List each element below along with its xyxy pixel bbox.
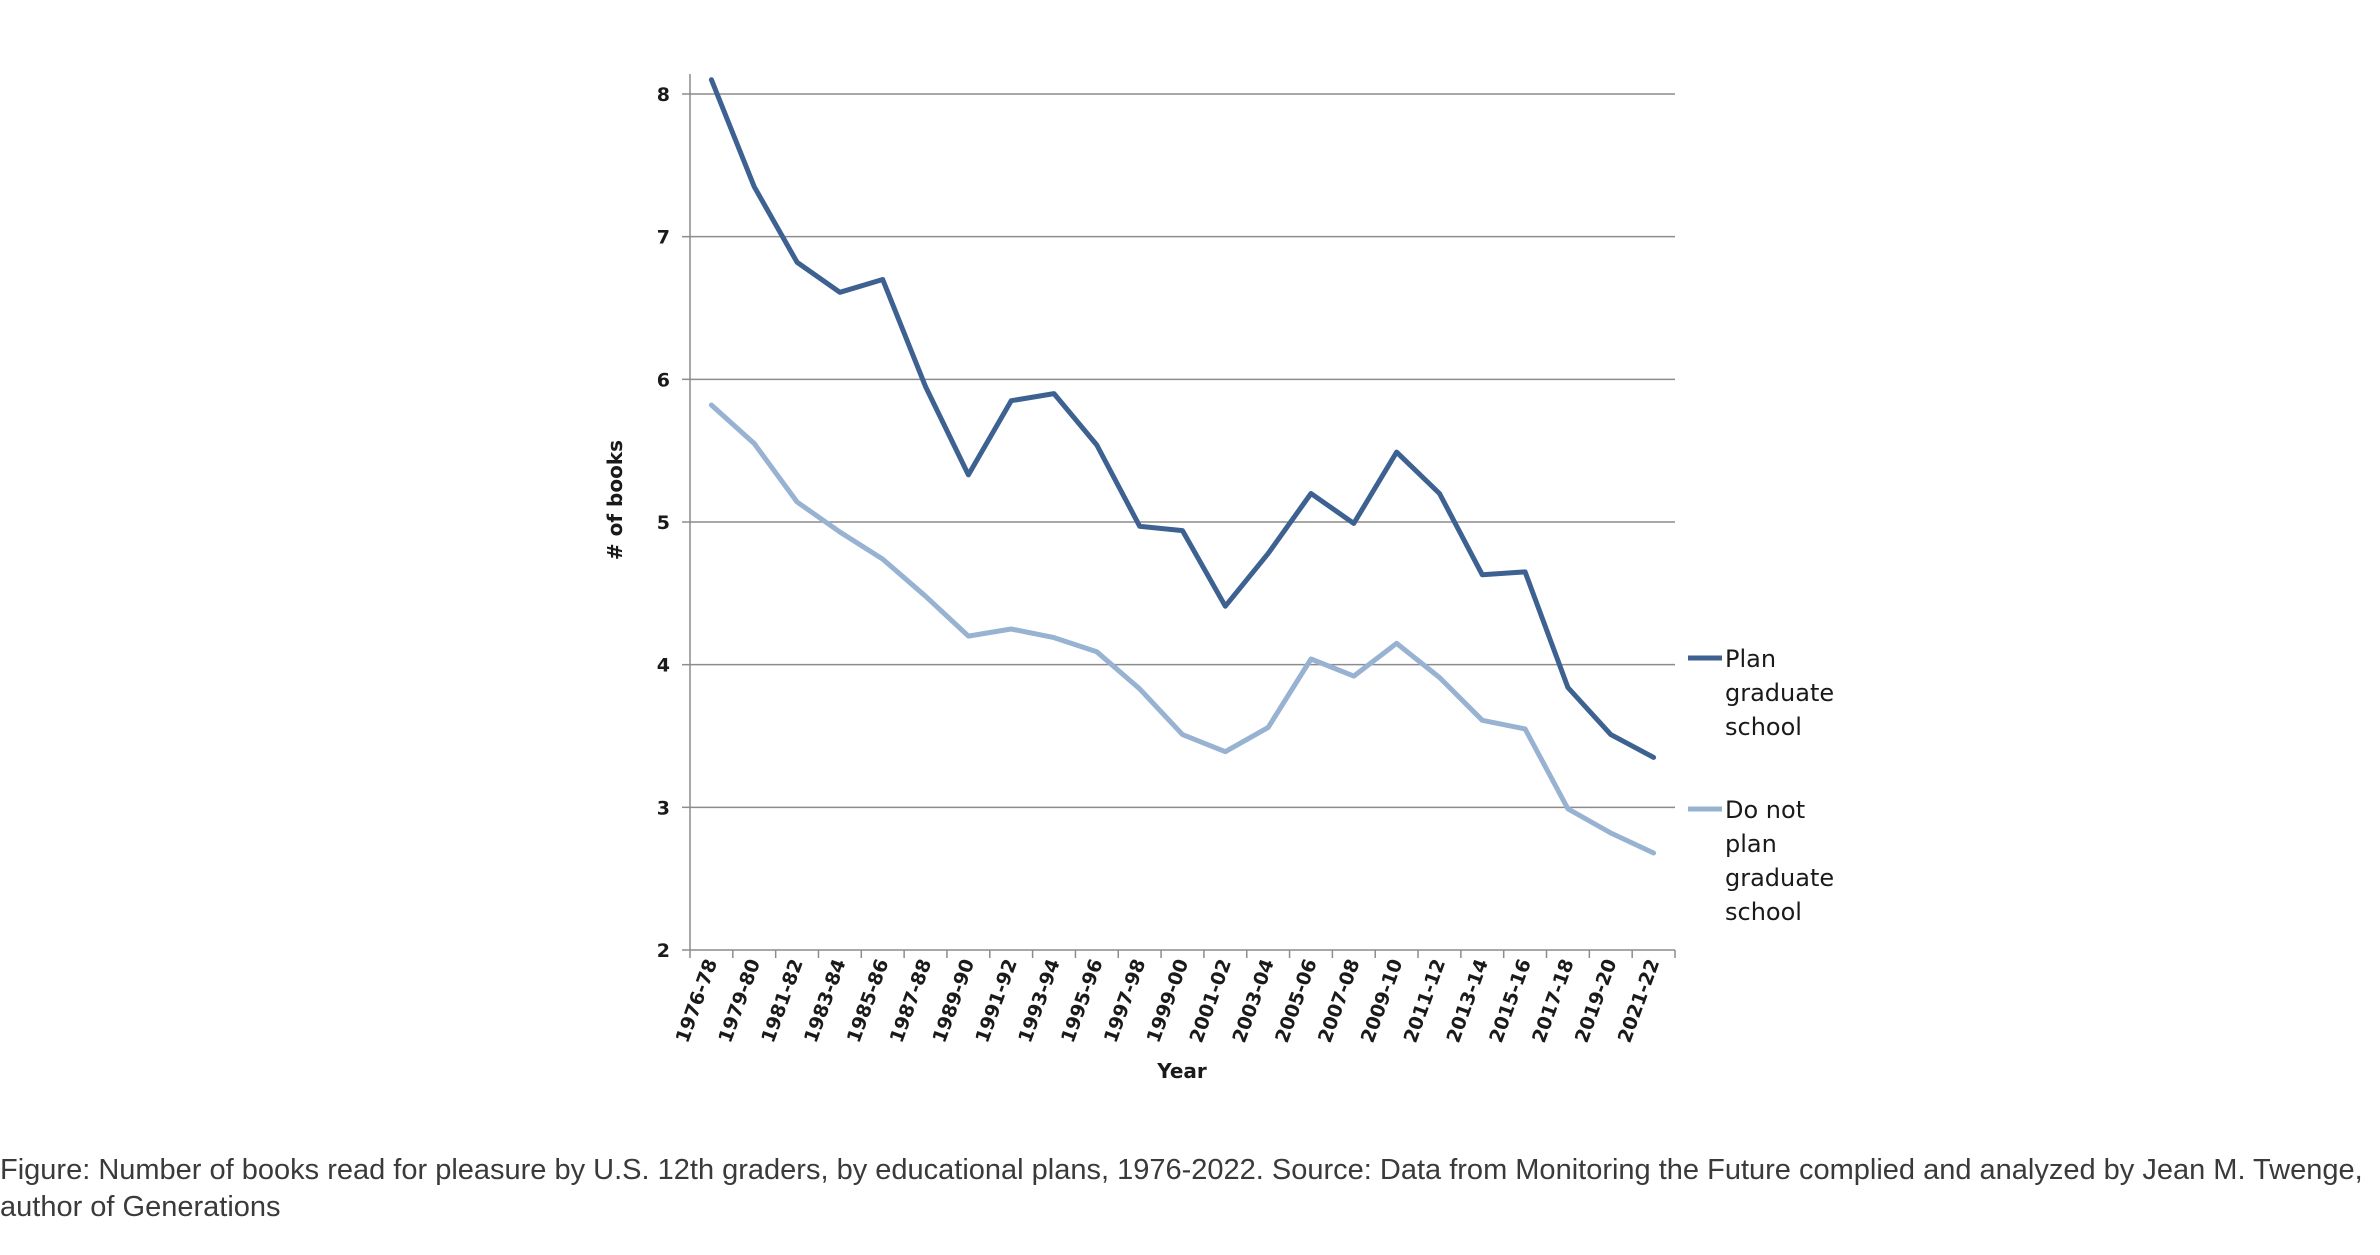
x-tick-label: 2013-14: [1442, 956, 1493, 1045]
x-tick-label: 1979-80: [714, 956, 765, 1045]
x-tick-label: 2001-02: [1186, 956, 1237, 1045]
legend-label: graduate: [1725, 864, 1834, 892]
legend-label: plan: [1725, 830, 1777, 858]
y-tick-label: 3: [657, 797, 670, 819]
legend-label: graduate: [1725, 679, 1834, 707]
x-tick-label: 1987-88: [886, 956, 937, 1045]
x-tick-label: 2003-04: [1228, 956, 1279, 1045]
axes: [682, 74, 1676, 958]
legend-label: school: [1725, 713, 1802, 741]
series-line-do-not-plan-graduate-school: [708, 402, 1657, 856]
x-tick-labels: 1976-781979-801981-821983-841985-861987-…: [672, 956, 1665, 1045]
x-tick-label: 1997-98: [1100, 956, 1151, 1045]
x-tick-label: 1976-78: [672, 956, 723, 1045]
gridlines: [690, 93, 1675, 809]
legend-entry: Plan graduate school: [1688, 645, 1834, 741]
x-tick-label: 1999-00: [1143, 956, 1194, 1045]
series-line-plan-graduate-school: [708, 77, 1657, 760]
x-tick-label: 1981-82: [757, 956, 808, 1045]
x-tick-label: 2017-18: [1528, 956, 1579, 1045]
legend: Plan graduate school Do not plan graduate scho…: [1688, 645, 1834, 926]
legend-entry: Do not plan graduate school: [1688, 796, 1834, 926]
y-tick-label: 7: [657, 227, 670, 249]
series-lines: [708, 77, 1657, 856]
x-tick-label: 1983-84: [800, 956, 851, 1045]
y-tick-labels: 2 3 4 5 6 7 8: [657, 84, 670, 962]
x-tick-label: 2009-10: [1357, 956, 1408, 1045]
x-tick-label: 2021-22: [1614, 956, 1665, 1045]
x-tick-label: 1993-94: [1014, 956, 1065, 1045]
y-tick-label: 5: [657, 512, 670, 534]
x-tick-label: 2015-16: [1485, 956, 1536, 1045]
x-axis-title: Year: [1156, 1059, 1207, 1083]
y-tick-label: 2: [657, 940, 670, 962]
y-tick-label: 4: [657, 655, 670, 677]
x-tick-label: 2011-12: [1400, 956, 1451, 1045]
x-tick-label: 2007-08: [1314, 956, 1365, 1045]
x-tick-label: 2019-20: [1571, 956, 1622, 1045]
y-axis-title: # of books: [603, 440, 627, 560]
x-tick-label: 1989-90: [929, 956, 980, 1045]
x-tick-label: 1985-86: [843, 956, 894, 1045]
legend-label: Plan: [1725, 645, 1776, 673]
legend-label: school: [1725, 898, 1802, 926]
figure-caption: Figure: Number of books read for pleasur…: [0, 1154, 2363, 1223]
legend-label: Do not: [1725, 796, 1805, 824]
x-tick-label: 1991-92: [971, 956, 1022, 1045]
y-tick-label: 6: [657, 369, 670, 391]
x-tick-label: 2005-06: [1271, 956, 1322, 1045]
y-tick-label: 8: [657, 84, 670, 106]
line-chart: 2 3 4 5 6 7 8 1976-781979-801981-821983-841985…: [603, 74, 1834, 1083]
x-tick-label: 1995-96: [1057, 956, 1108, 1045]
